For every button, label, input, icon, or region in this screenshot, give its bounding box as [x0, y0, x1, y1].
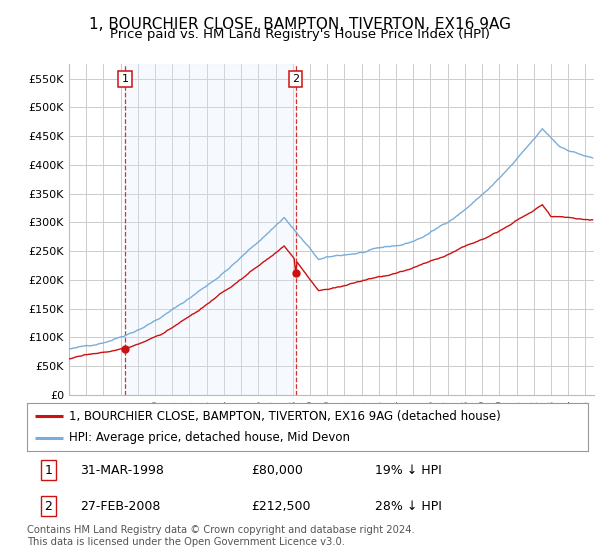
Text: £80,000: £80,000: [251, 464, 303, 477]
Text: HPI: Average price, detached house, Mid Devon: HPI: Average price, detached house, Mid …: [69, 431, 350, 445]
Text: 2: 2: [292, 74, 299, 84]
Text: 1, BOURCHIER CLOSE, BAMPTON, TIVERTON, EX16 9AG (detached house): 1, BOURCHIER CLOSE, BAMPTON, TIVERTON, E…: [69, 409, 501, 423]
Text: 28% ↓ HPI: 28% ↓ HPI: [375, 500, 442, 512]
Text: 27-FEB-2008: 27-FEB-2008: [80, 500, 161, 512]
Text: 31-MAR-1998: 31-MAR-1998: [80, 464, 164, 477]
Text: 1: 1: [121, 74, 128, 84]
Text: Price paid vs. HM Land Registry's House Price Index (HPI): Price paid vs. HM Land Registry's House …: [110, 28, 490, 41]
Bar: [125, 64, 296, 395]
Text: £212,500: £212,500: [251, 500, 311, 512]
Text: Contains HM Land Registry data © Crown copyright and database right 2024.
This d: Contains HM Land Registry data © Crown c…: [27, 525, 415, 547]
Text: 2: 2: [44, 500, 52, 512]
Text: 1, BOURCHIER CLOSE, BAMPTON, TIVERTON, EX16 9AG: 1, BOURCHIER CLOSE, BAMPTON, TIVERTON, E…: [89, 17, 511, 32]
Text: 19% ↓ HPI: 19% ↓ HPI: [375, 464, 442, 477]
Text: 1: 1: [44, 464, 52, 477]
